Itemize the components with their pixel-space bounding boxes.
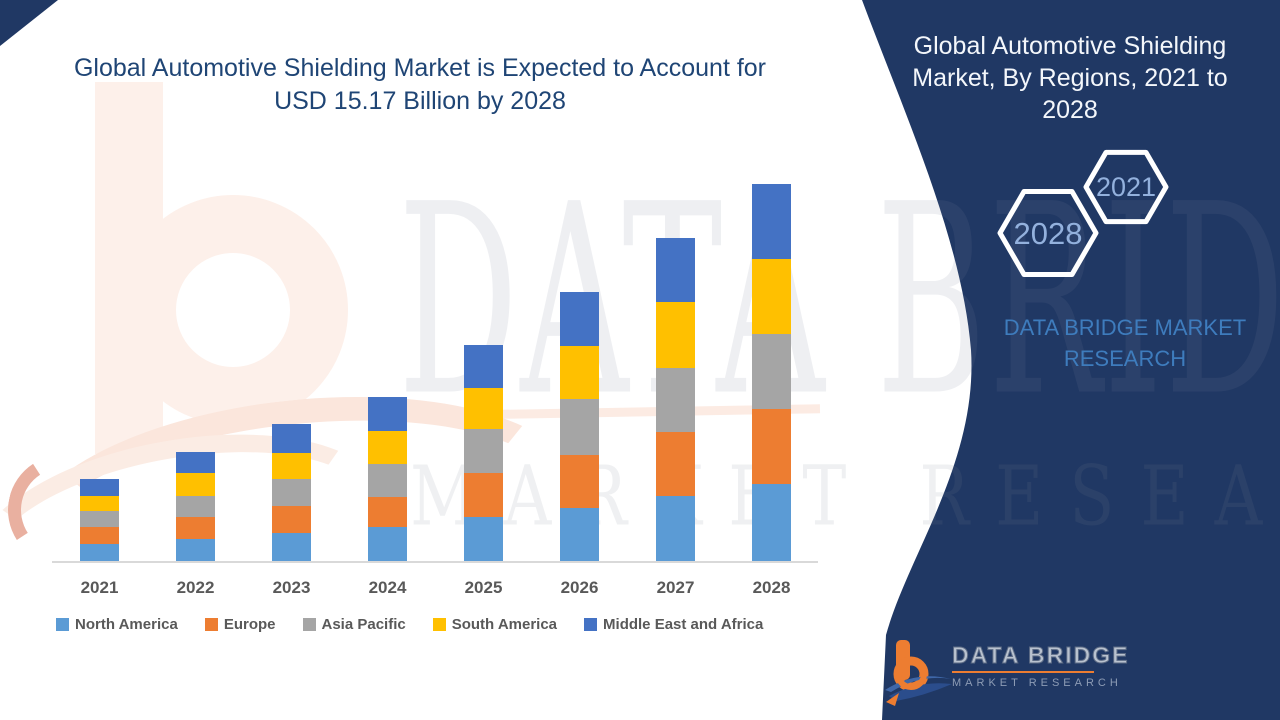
x-axis-label-2023: 2023 — [272, 578, 311, 597]
bar-segment-2021-europe — [80, 526, 119, 544]
chart-legend: North America Europe Asia Pacific South Ame… — [56, 616, 763, 633]
bar-segment-2028-north-america — [752, 484, 791, 561]
bar-segment-2024-europe — [368, 496, 407, 527]
bar-segment-2022-europe — [176, 517, 215, 539]
legend-swatch-icon — [56, 618, 69, 631]
legend-item-europe: Europe — [204, 616, 276, 633]
bar-segment-2021-asia-pacific — [80, 511, 119, 527]
bar-segment-2025-south-america — [464, 388, 503, 429]
page-title: Global Automotive Shielding Market is Ex… — [20, 52, 820, 118]
bar-segment-2028-middle-east-and-africa — [752, 184, 791, 259]
legend-item-north-america: North America — [56, 616, 178, 633]
page-title-line2: USD 15.17 Billion by 2028 — [274, 87, 566, 115]
bar-segment-2023-europe — [272, 506, 311, 534]
x-axis-label-2027: 2027 — [656, 578, 695, 597]
bar-segment-2025-europe — [464, 473, 503, 517]
bar-segment-2021-south-america — [80, 495, 119, 512]
legend-item-middle-east-and-africa: Middle East and Africa — [584, 616, 763, 633]
legend-swatch-icon — [302, 618, 316, 631]
bar-segment-2026-europe — [560, 454, 599, 508]
panel-heading: Global Automotive Shielding Market, By R… — [903, 30, 1237, 126]
x-axis-label-2024: 2024 — [368, 578, 407, 597]
watermark-sub-text: MARKET RESEARCH — [410, 448, 1280, 545]
footer-logo-name: DATA BRIDGE — [951, 642, 1130, 669]
footer-logo-rule — [952, 671, 1094, 673]
bar-segment-2024-asia-pacific — [368, 463, 407, 497]
bar-segment-2027-middle-east-and-africa — [656, 237, 695, 303]
panel-heading-line1: Global Automotive Shielding — [913, 32, 1227, 60]
bar-segment-2027-asia-pacific — [656, 368, 695, 432]
bar-segment-2026-south-america — [560, 346, 599, 400]
bar-segment-2027-south-america — [656, 302, 695, 369]
bar-segment-2024-middle-east-and-africa — [368, 396, 407, 431]
bar-segment-2025-middle-east-and-africa — [464, 345, 503, 389]
bar-segment-2025-asia-pacific — [464, 428, 503, 474]
bar-segment-2022-south-america — [176, 473, 215, 497]
bar-segment-2025-north-america — [464, 516, 503, 561]
footer-brand-logo: DATA BRIDGE MARKET RESEARCH — [884, 634, 1214, 706]
hexagon-2021-badge: 2021 — [1083, 149, 1169, 225]
bar-segment-2027-north-america — [656, 495, 695, 561]
bar-segment-2027-europe — [656, 431, 695, 496]
legend-swatch-icon — [584, 618, 598, 631]
x-axis-line — [52, 561, 818, 563]
bar-segment-2022-asia-pacific — [176, 496, 215, 518]
bar-segment-2026-asia-pacific — [560, 399, 599, 455]
legend-label: South America — [451, 616, 558, 633]
bar-segment-2021-middle-east-and-africa — [80, 478, 119, 496]
panel-brand-text: DATA BRIDGE MARKET RESEARCH — [1003, 315, 1247, 371]
bar-segment-2028-asia-pacific — [752, 334, 791, 410]
legend-label: Asia Pacific — [321, 616, 406, 633]
watermark-big-text: DATA BRIDGE — [398, 150, 1280, 455]
footer-logo-subtitle: MARKET RESEARCH — [952, 677, 1122, 689]
bar-segment-2026-north-america — [560, 507, 599, 561]
legend-label: Middle East and Africa — [603, 616, 764, 633]
bar-segment-2023-south-america — [272, 452, 311, 480]
bar-segment-2028-south-america — [752, 258, 791, 335]
legend-item-asia-pacific: Asia Pacific — [302, 616, 406, 633]
svg-text:2021: 2021 — [1096, 172, 1156, 202]
bar-segment-2023-north-america — [272, 533, 311, 561]
svg-text:2028: 2028 — [1014, 216, 1083, 251]
legend-swatch-icon — [204, 618, 218, 631]
bar-segment-2023-asia-pacific — [272, 479, 311, 507]
x-axis-label-2026: 2026 — [560, 578, 599, 597]
legend-swatch-icon — [432, 618, 446, 631]
bar-segment-2021-north-america — [80, 543, 119, 561]
x-axis-label-2022: 2022 — [176, 578, 215, 597]
x-axis-label-2028: 2028 — [752, 578, 791, 597]
bar-segment-2028-europe — [752, 409, 791, 485]
legend-item-south-america: South America — [432, 616, 558, 633]
bar-segment-2026-middle-east-and-africa — [560, 292, 599, 347]
bar-segment-2024-south-america — [368, 430, 407, 464]
bar-segment-2022-north-america — [176, 538, 215, 561]
bar-segment-2023-middle-east-and-africa — [272, 424, 311, 453]
corner-triangle-accent — [0, 0, 58, 46]
page-title-line1: Global Automotive Shielding Market is Ex… — [73, 54, 767, 82]
hexagon-2028-badge: 2028 — [997, 189, 1099, 277]
legend-label: North America — [75, 616, 178, 633]
x-axis-label-2021: 2021 — [80, 578, 119, 597]
bar-segment-2022-middle-east-and-africa — [176, 451, 215, 474]
legend-label: Europe — [223, 616, 276, 633]
bar-segment-2024-north-america — [368, 526, 407, 561]
x-axis-label-2025: 2025 — [464, 578, 503, 597]
panel-heading-line2: Market, By Regions, 2021 to — [912, 64, 1228, 92]
panel-heading-line3: 2028 — [1042, 96, 1098, 124]
data-bridge-logo-icon — [885, 640, 952, 706]
